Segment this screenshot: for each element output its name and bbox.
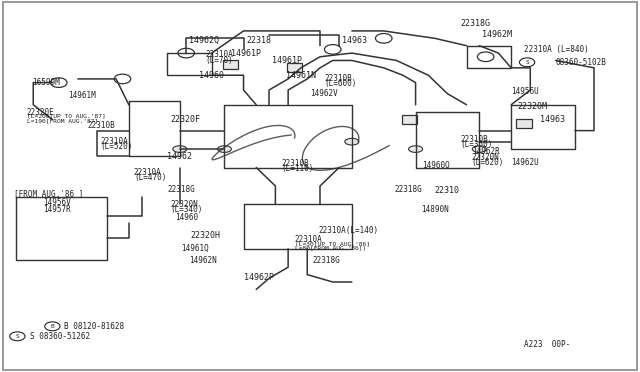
Text: 14960Q: 14960Q xyxy=(422,161,450,170)
Text: 22320N: 22320N xyxy=(472,153,499,162)
Text: 22310A: 22310A xyxy=(205,51,233,60)
Text: 08360-5102B: 08360-5102B xyxy=(556,58,607,67)
Text: S: S xyxy=(15,334,19,339)
Text: A223  00P-: A223 00P- xyxy=(524,340,570,349)
Text: 14962V: 14962V xyxy=(310,89,338,98)
Text: B 08120-81628: B 08120-81628 xyxy=(64,322,124,331)
Text: 14962U: 14962U xyxy=(511,157,539,167)
Text: 22320N: 22320N xyxy=(170,200,198,209)
Bar xyxy=(516,119,532,128)
Ellipse shape xyxy=(408,146,422,153)
Text: (L=340): (L=340) xyxy=(170,205,203,214)
Text: 22310A: 22310A xyxy=(134,168,162,177)
Text: 22310A(L=140): 22310A(L=140) xyxy=(319,226,379,235)
Text: 22318G: 22318G xyxy=(167,185,195,194)
Text: L=80[FROM AUG.'86]): L=80[FROM AUG.'86]) xyxy=(294,246,366,251)
Text: 14956V: 14956V xyxy=(43,198,70,207)
Ellipse shape xyxy=(173,146,187,153)
Text: (L=350): (L=350) xyxy=(460,140,493,149)
Text: 22320H: 22320H xyxy=(191,231,221,240)
Text: 14962: 14962 xyxy=(167,152,192,161)
Text: 22310A: 22310A xyxy=(294,235,323,244)
Text: 22310: 22310 xyxy=(435,186,460,195)
Text: S 08360-51262: S 08360-51262 xyxy=(30,332,90,341)
Text: 14957R: 14957R xyxy=(43,205,70,215)
Text: 14962Q: 14962Q xyxy=(189,36,220,45)
Text: (L=110): (L=110) xyxy=(282,164,314,173)
Text: 14962P: 14962P xyxy=(244,273,273,282)
Text: 22320M: 22320M xyxy=(518,102,548,111)
Ellipse shape xyxy=(472,146,486,153)
Text: 16599M: 16599M xyxy=(32,78,60,87)
Text: 22320F: 22320F xyxy=(170,115,200,124)
Text: 22318G: 22318G xyxy=(460,19,490,28)
Bar xyxy=(287,63,302,72)
Text: 14956U: 14956U xyxy=(511,87,539,96)
Text: 22310B: 22310B xyxy=(88,121,115,129)
Bar xyxy=(223,60,239,68)
Text: 14962M: 14962M xyxy=(483,30,513,39)
Text: (L=520): (L=520) xyxy=(100,142,132,151)
Text: 14961N: 14961N xyxy=(286,71,316,80)
Text: 22320E: 22320E xyxy=(27,108,54,117)
Text: (L=70): (L=70) xyxy=(205,56,233,65)
Text: 22310A: 22310A xyxy=(100,137,128,146)
Text: 22318G: 22318G xyxy=(312,256,340,265)
Text: 14960: 14960 xyxy=(175,213,198,222)
Text: 14961M: 14961M xyxy=(68,91,96,100)
Text: 22318: 22318 xyxy=(246,36,272,45)
Text: 14962N: 14962N xyxy=(189,256,217,265)
Text: 22310B: 22310B xyxy=(460,135,488,144)
Text: 14961P: 14961P xyxy=(231,49,260,58)
Text: S: S xyxy=(525,60,529,65)
Text: 22310A (L=840): 22310A (L=840) xyxy=(524,45,589,54)
Text: [FROM AUG.'86 ]: [FROM AUG.'86 ] xyxy=(14,189,83,198)
Text: 14961Q: 14961Q xyxy=(181,244,209,253)
Text: (L=200[UP TO AUG.'87]: (L=200[UP TO AUG.'87] xyxy=(27,114,106,119)
Text: B: B xyxy=(51,324,54,329)
Text: 14890N: 14890N xyxy=(420,205,449,215)
Text: 14961P: 14961P xyxy=(272,56,302,65)
Text: 22310B: 22310B xyxy=(282,159,310,169)
Text: (L=620): (L=620) xyxy=(472,157,504,167)
Text: 14963: 14963 xyxy=(342,36,367,45)
Text: 14962R: 14962R xyxy=(472,147,499,156)
Bar xyxy=(401,115,417,124)
Ellipse shape xyxy=(345,138,359,145)
Text: (L=30[UP TO AUG.'86]: (L=30[UP TO AUG.'86] xyxy=(294,242,369,247)
Ellipse shape xyxy=(218,146,232,153)
Text: 14960: 14960 xyxy=(199,71,224,80)
Text: (L=470): (L=470) xyxy=(134,173,166,182)
Text: L=190[FROM AUG.'87]: L=190[FROM AUG.'87] xyxy=(27,119,98,124)
Text: 22318G: 22318G xyxy=(394,185,422,194)
Text: 22310B: 22310B xyxy=(324,74,352,83)
Text: 14963: 14963 xyxy=(540,115,565,124)
Text: (L=600): (L=600) xyxy=(324,79,357,88)
